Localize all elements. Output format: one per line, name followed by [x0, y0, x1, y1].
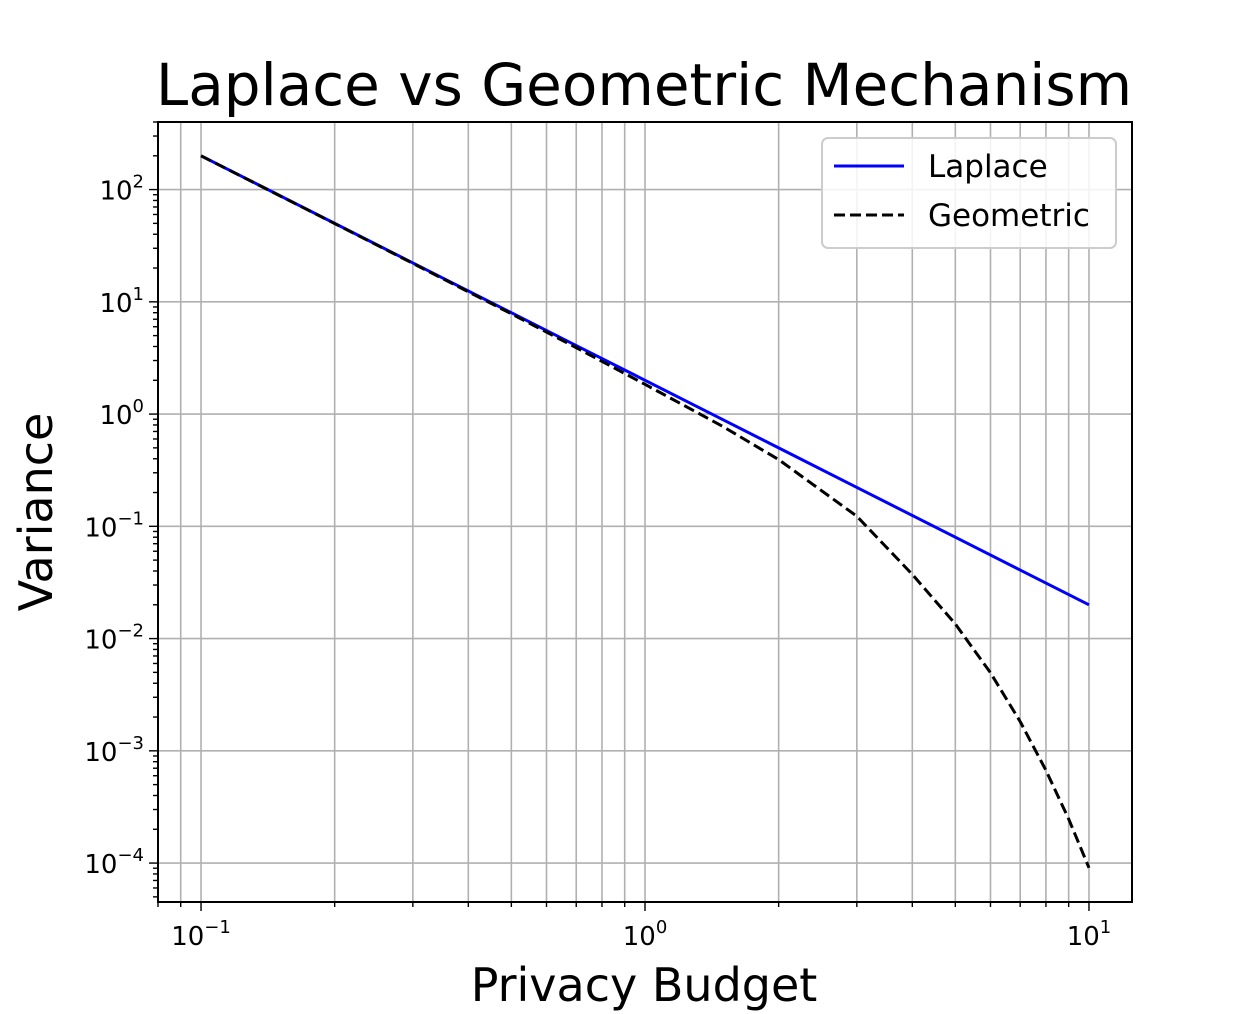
y-tick-label: 101 — [99, 284, 144, 319]
series-group — [200, 154, 1091, 869]
legend: Laplace Geometric — [821, 137, 1117, 249]
chart-title: Laplace vs Geometric Mechanism — [156, 51, 1132, 119]
x-tick-label: 100 — [623, 917, 668, 952]
y-tick-label: 10−4 — [84, 845, 144, 880]
y-tick-label: 10−3 — [84, 733, 144, 768]
ticks: 10−1 100 101 102 101 100 10−1 10−2 10−3 10−4 — [84, 121, 1112, 952]
x-axis-label: Privacy Budget — [471, 958, 818, 1012]
series-line-laplace — [200, 154, 1090, 607]
y-tick-label: 100 — [99, 396, 144, 431]
x-tick-label: 101 — [1067, 917, 1112, 952]
x-tick-label: 10−1 — [171, 917, 231, 952]
y-tick-label: 10−2 — [84, 621, 144, 656]
series-line-geometric — [200, 154, 1091, 869]
y-tick-label: 10−1 — [84, 508, 144, 543]
grid — [157, 122, 1132, 902]
legend-label-laplace: Laplace — [928, 149, 1048, 185]
y-axis-label: Variance — [9, 413, 63, 612]
legend-label-geometric: Geometric — [928, 198, 1090, 234]
y-tick-label: 102 — [99, 172, 144, 207]
